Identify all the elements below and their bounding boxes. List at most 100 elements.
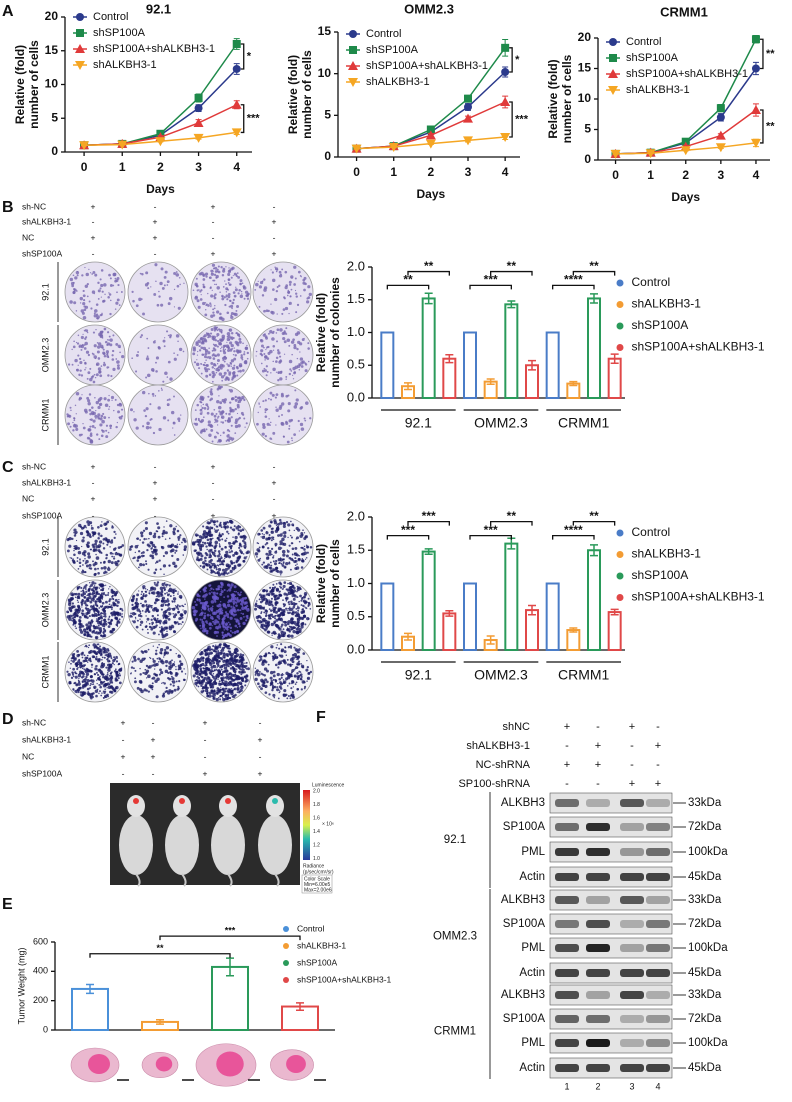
colony bbox=[105, 584, 107, 586]
colony bbox=[110, 588, 114, 592]
colony bbox=[201, 676, 204, 679]
colony bbox=[96, 682, 98, 685]
colony bbox=[116, 622, 119, 624]
colony bbox=[70, 557, 73, 560]
bar bbox=[587, 549, 601, 651]
colony bbox=[130, 612, 132, 615]
colony bbox=[107, 621, 110, 624]
colony bbox=[224, 378, 228, 381]
colony bbox=[230, 332, 234, 335]
colony bbox=[94, 376, 97, 379]
colony bbox=[223, 629, 225, 631]
colony bbox=[209, 537, 213, 541]
colony bbox=[215, 431, 218, 434]
colony bbox=[293, 371, 296, 375]
colony bbox=[142, 312, 145, 316]
colony bbox=[96, 433, 99, 436]
colony bbox=[231, 347, 234, 350]
colony bbox=[303, 417, 306, 420]
colony bbox=[206, 613, 210, 617]
colony bbox=[218, 534, 221, 537]
colony bbox=[160, 626, 163, 628]
colony bbox=[101, 604, 103, 607]
colony bbox=[182, 537, 186, 542]
colony bbox=[76, 654, 80, 658]
colony bbox=[84, 361, 87, 364]
error-bar bbox=[610, 353, 619, 365]
colony bbox=[154, 562, 157, 564]
colony bbox=[75, 310, 78, 312]
colony bbox=[238, 542, 242, 545]
colony bbox=[202, 285, 206, 289]
colony bbox=[220, 555, 222, 557]
colony bbox=[224, 626, 228, 630]
colony bbox=[232, 353, 235, 356]
colony bbox=[218, 532, 221, 534]
treatment-sign: + bbox=[655, 740, 661, 752]
colony bbox=[214, 343, 218, 347]
colony bbox=[197, 552, 201, 557]
colony bbox=[215, 276, 218, 279]
colony bbox=[284, 633, 286, 635]
colony bbox=[94, 309, 98, 313]
colony bbox=[286, 294, 289, 297]
colony bbox=[254, 607, 258, 611]
colony bbox=[277, 371, 281, 374]
colony bbox=[215, 625, 219, 630]
colony bbox=[224, 693, 228, 697]
significance-bracket bbox=[509, 101, 513, 138]
colony bbox=[224, 419, 227, 422]
colony bbox=[144, 600, 147, 603]
colony bbox=[109, 654, 112, 658]
colony bbox=[159, 622, 162, 625]
colony bbox=[173, 630, 177, 634]
colony bbox=[193, 609, 197, 613]
error-bar bbox=[296, 1002, 304, 1011]
colony bbox=[100, 534, 103, 538]
colony bbox=[297, 419, 300, 423]
colony bbox=[159, 651, 163, 655]
colony bbox=[79, 621, 81, 623]
colony bbox=[237, 292, 240, 295]
colony bbox=[92, 607, 96, 611]
colony bbox=[197, 305, 201, 309]
colony bbox=[85, 336, 88, 339]
colony bbox=[288, 581, 293, 586]
colony bbox=[277, 351, 281, 355]
colony bbox=[239, 279, 243, 283]
colony bbox=[148, 531, 153, 536]
colony bbox=[285, 588, 288, 591]
colony bbox=[101, 429, 105, 433]
colony bbox=[180, 623, 182, 625]
colony bbox=[288, 280, 292, 284]
colony bbox=[224, 528, 227, 530]
colony bbox=[229, 408, 233, 412]
colony bbox=[107, 625, 111, 629]
colony bbox=[78, 346, 81, 348]
colony bbox=[168, 627, 173, 631]
y-axis-label: Relative (fold) bbox=[286, 55, 300, 134]
colony bbox=[243, 297, 246, 300]
colony bbox=[223, 374, 226, 377]
colony bbox=[290, 370, 293, 372]
colony bbox=[103, 647, 107, 651]
colony bbox=[195, 617, 199, 621]
colony bbox=[150, 626, 153, 629]
colony bbox=[226, 595, 230, 598]
colony bbox=[77, 601, 80, 603]
chart-title: CRMM1 bbox=[660, 4, 708, 19]
colony bbox=[139, 688, 143, 692]
colony bbox=[163, 345, 166, 348]
colony bbox=[153, 532, 157, 536]
colony bbox=[221, 568, 225, 572]
colony bbox=[76, 667, 79, 671]
colony bbox=[139, 624, 142, 627]
colony bbox=[104, 340, 108, 344]
colony bbox=[198, 367, 201, 370]
colony bbox=[201, 411, 203, 413]
colony bbox=[267, 563, 270, 567]
colony bbox=[296, 623, 300, 627]
colony bbox=[103, 618, 106, 622]
colony bbox=[238, 288, 241, 292]
colony bbox=[263, 309, 266, 313]
